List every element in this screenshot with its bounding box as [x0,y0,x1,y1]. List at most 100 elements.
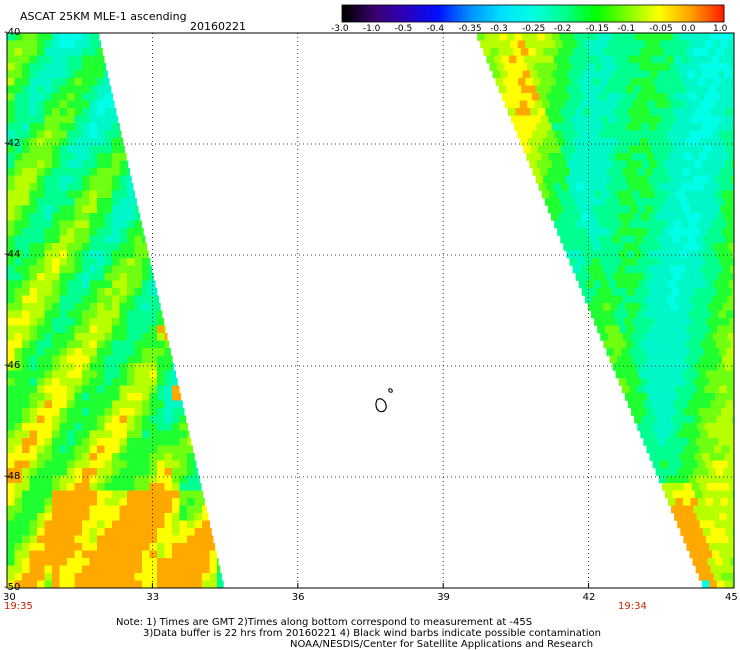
data-cell [655,138,664,146]
colorbar-swatch [708,5,712,22]
data-cell [593,243,602,251]
data-cell [44,205,53,214]
data-cell [104,483,113,491]
data-cell [7,175,15,184]
data-cell [164,363,173,371]
data-cell [119,265,128,274]
data-cell [680,108,689,116]
data-cell [697,130,705,139]
data-cell [607,295,616,304]
data-cell [586,190,595,199]
data-cell [67,385,75,394]
data-cell [727,168,735,176]
data-cell [598,273,606,281]
data-cell [551,213,559,221]
data-cell [582,235,591,244]
data-cell [82,355,90,364]
data-cell [67,138,75,146]
data-cell [658,438,667,446]
data-cell [613,310,622,319]
data-cell [723,175,731,184]
data-cell [82,280,90,289]
data-cell [661,190,670,199]
data-cell [702,400,711,409]
data-cell [74,573,83,581]
data-cell [704,93,713,101]
data-cell [142,228,144,236]
data-cell [731,505,735,514]
right-swath-time: 19:34 [618,601,647,612]
island-outline [375,388,393,413]
data-cell [7,580,15,589]
data-cell [627,325,635,334]
colorbar-swatch [392,5,397,22]
data-cell [52,183,60,191]
data-cell [690,535,699,544]
data-cell [22,220,30,229]
data-cell [52,393,60,401]
data-cell [681,385,690,394]
data-cell [541,63,550,71]
data-cell [560,70,568,79]
data-cell [698,78,706,86]
data-cell [500,70,508,79]
data-cell [14,288,23,296]
data-cell [652,130,660,139]
data-cell [7,123,15,131]
data-cell [89,190,98,199]
data-cell [134,535,143,544]
data-cell [89,340,98,349]
data-cell [571,63,580,71]
data-cell [82,520,90,529]
data-cell [44,288,53,296]
data-cell [187,543,195,551]
data-cell [14,198,23,206]
data-cell [112,168,120,176]
colorbar-swatch [536,5,540,22]
data-cell [104,325,113,334]
data-cell [97,93,105,101]
data-cell [670,303,679,311]
data-cell [552,70,561,79]
data-cell [37,415,45,424]
data-cell [52,100,60,109]
data-cell [202,520,210,529]
data-cell [682,460,691,469]
data-cell [127,295,135,304]
data-cell [59,445,68,454]
data-cell [634,415,642,424]
data-cell [715,340,724,349]
colorbar-swatch [631,5,636,22]
data-cell [615,333,624,341]
data-cell [172,565,180,574]
data-cell [97,505,105,514]
data-cell [662,303,671,311]
data-cell [616,355,625,364]
data-cell [651,183,659,191]
data-cell [718,438,727,446]
data-cell [618,85,627,94]
data-cell [697,40,706,49]
data-cell [37,33,45,41]
data-cell [44,190,53,199]
data-cell [649,288,658,296]
data-cell [67,483,75,491]
data-cell [583,55,592,64]
data-cell [7,145,15,154]
data-cell [89,93,98,101]
data-cell [710,70,718,79]
data-cell [705,370,714,379]
data-cell [695,400,704,409]
data-cell [82,70,90,79]
data-cell [29,220,38,229]
data-cell [14,453,23,461]
data-cell [157,318,165,326]
data-cell [557,228,565,236]
data-cell [689,258,698,266]
data-cell [691,318,700,326]
data-cell [620,235,629,244]
data-cell [119,348,128,356]
data-cell [149,505,158,514]
data-cell [14,310,23,319]
